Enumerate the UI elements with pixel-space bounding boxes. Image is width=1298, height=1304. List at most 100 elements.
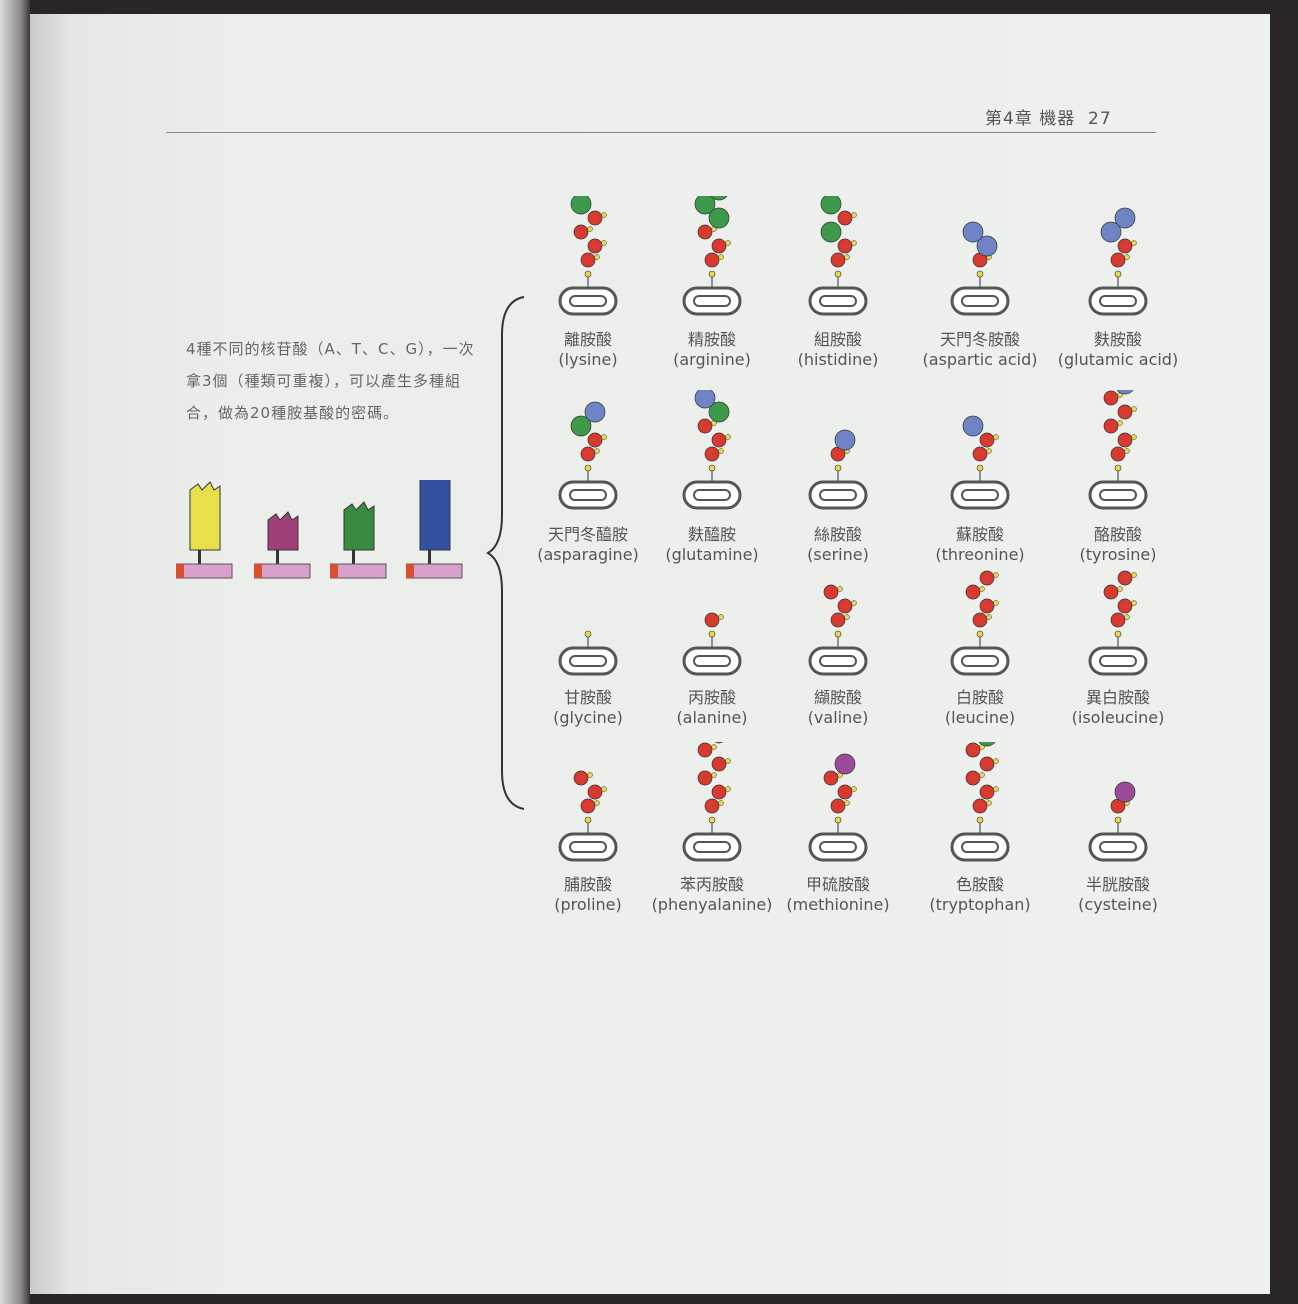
atom: [972, 446, 988, 462]
chinese-name: 組胺酸: [813, 330, 862, 349]
atom: [837, 238, 853, 254]
atom: [1117, 598, 1133, 614]
atom: [837, 784, 853, 800]
molecule-serine: [798, 390, 878, 514]
chinese-name: 精胺酸: [687, 330, 736, 349]
atom: [704, 798, 720, 814]
nucleotide-1: [175, 480, 236, 584]
atom: [965, 770, 981, 786]
chinese-name: 麩胺酸: [1093, 330, 1142, 349]
atom: [708, 207, 730, 229]
atom: [704, 252, 720, 268]
amino-acid-label: 苯丙胺酸 (phenyalanine): [632, 875, 792, 915]
amino-acid-label: 酪胺酸 (tyrosine): [1038, 525, 1198, 565]
book-page: [30, 14, 1270, 1294]
nucleotide-2: [253, 480, 314, 584]
amino-acid-label: 組胺酸 (histidine): [758, 330, 918, 370]
atom: [584, 401, 606, 423]
atom: [704, 612, 720, 628]
atom: [570, 193, 592, 215]
atom: [570, 415, 592, 437]
chinese-name: 蘇胺酸: [955, 525, 1004, 544]
atom: [1110, 446, 1126, 462]
atom: [972, 798, 988, 814]
molecule-arginine: [672, 179, 752, 320]
english-name: (glutamic acid): [1057, 350, 1179, 369]
atom: [1103, 390, 1119, 406]
atom: [1103, 418, 1119, 434]
atom: [823, 584, 839, 600]
english-name: (methionine): [786, 895, 890, 914]
amino-acid-label: 纈胺酸 (valine): [758, 688, 918, 728]
molecule-phenyalanine: [672, 728, 752, 866]
amino-acid-label: 天門冬胺酸 (aspartic acid): [900, 330, 1060, 370]
molecule-threonine: [940, 390, 1020, 514]
amino-acid-label: 白胺酸 (leucine): [900, 688, 1060, 728]
page-number: 27: [1088, 109, 1112, 129]
atom: [834, 429, 856, 451]
molecule-leucine: [940, 556, 1020, 680]
chinese-name: 酪胺酸: [1093, 525, 1142, 544]
amino-acid-label: 丙胺酸 (alanine): [632, 688, 792, 728]
curly-brace: [485, 296, 525, 810]
atom: [965, 584, 981, 600]
atom: [711, 238, 727, 254]
atom: [697, 770, 713, 786]
atom: [1114, 781, 1136, 803]
english-name: (histidine): [797, 350, 879, 369]
molecule-proline: [548, 742, 628, 866]
atom: [708, 401, 730, 423]
amino-acid-label: 離胺酸 (lysine): [508, 330, 668, 370]
atom: [587, 432, 603, 448]
atom: [704, 446, 720, 462]
atom: [979, 432, 995, 448]
amino-acid-label: 麩胺酸 (glutamic acid): [1038, 330, 1198, 370]
atom: [587, 210, 603, 226]
molecule-tyrosine: [1078, 373, 1158, 514]
english-name: (valine): [807, 708, 869, 727]
english-name: (glycine): [553, 708, 623, 727]
atom: [1114, 207, 1136, 229]
atom: [1110, 612, 1126, 628]
atom: [820, 193, 842, 215]
atom: [587, 784, 603, 800]
chinese-name: 天門冬胺酸: [939, 330, 1020, 349]
english-name: (tryptophan): [929, 895, 1031, 914]
english-name: (tyrosine): [1079, 545, 1157, 564]
molecule-histidine: [798, 193, 878, 320]
chinese-name: 白胺酸: [955, 688, 1004, 707]
english-name: (arginine): [673, 350, 751, 369]
atom: [979, 784, 995, 800]
atom: [830, 252, 846, 268]
atom: [976, 235, 998, 257]
amino-acid-label: 甘胺酸 (glycine): [508, 688, 668, 728]
molecule-glutamicacid: [1078, 196, 1158, 320]
molecule-valine: [798, 556, 878, 680]
atom: [1110, 252, 1126, 268]
atom: [979, 598, 995, 614]
header-rule: [166, 132, 1156, 133]
chinese-name: 離胺酸: [563, 330, 612, 349]
english-name: (isoleucine): [1071, 708, 1165, 727]
molecule-methionine: [798, 742, 878, 866]
amino-acid-label: 天門冬醯胺 (asparagine): [508, 525, 668, 565]
atom: [965, 742, 981, 758]
chinese-name: 絲胺酸: [813, 525, 862, 544]
atom: [1117, 238, 1133, 254]
atom: [580, 798, 596, 814]
chinese-name: 色胺酸: [955, 875, 1004, 894]
intro-text: 4種不同的核苷酸（A、T、C、G），一次拿3個（種類可重複），可以產生多種組合，…: [186, 340, 475, 422]
english-name: (leucine): [944, 708, 1016, 727]
atom: [573, 770, 589, 786]
chinese-name: 半胱胺酸: [1085, 875, 1150, 894]
atom: [697, 418, 713, 434]
chinese-name: 天門冬醯胺: [547, 525, 628, 544]
molecule-glutamine: [672, 387, 752, 514]
molecule-tryptophan: [940, 714, 1020, 866]
english-name: (phenyalanine): [651, 895, 773, 914]
molecule-asparagine: [548, 390, 628, 514]
english-name: (glutamine): [665, 545, 759, 564]
molecule-alanine: [672, 556, 752, 680]
molecule-cysteine: [1078, 742, 1158, 866]
amino-acid-label: 半胱胺酸 (cysteine): [1038, 875, 1198, 915]
